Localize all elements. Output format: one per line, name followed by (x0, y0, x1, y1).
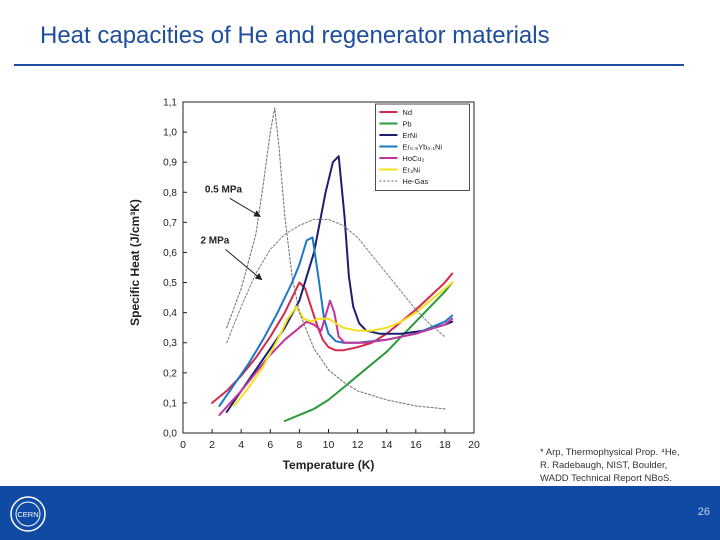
legend-label: Er₀.₉Yb₀.₁Ni (402, 143, 442, 152)
x-tick-label: 2 (209, 439, 215, 451)
legend-label: HoCu₂ (402, 154, 424, 163)
annotation-arrow-0 (229, 197, 261, 217)
x-tick-label: 8 (296, 439, 302, 451)
y-tick-label: 0,2 (163, 368, 177, 379)
series-line-7 (226, 218, 446, 344)
footer-bar: CERN 26 (0, 486, 720, 540)
logo-text: CERN (17, 510, 38, 519)
series-line-4 (218, 299, 454, 416)
y-tick-label: 0,5 (163, 278, 177, 289)
y-tick-label: 0,3 (163, 338, 177, 349)
x-tick-label: 6 (267, 439, 273, 451)
y-axis-label: Specific Heat (J/cm³K) (128, 199, 142, 326)
footnote-line-2: R. Radebaugh, NIST, Boulder, (540, 460, 668, 471)
x-tick-label: 12 (352, 439, 364, 451)
x-tick-label: 18 (439, 439, 451, 451)
slide-title: Heat capacities of He and regenerator ma… (40, 22, 550, 49)
cern-logo-icon: CERN (10, 496, 46, 532)
x-tick-label: 10 (323, 439, 335, 451)
x-tick-label: 14 (381, 439, 393, 451)
y-tick-label: 1,1 (163, 98, 177, 109)
footnote-line-3: WADD Technical Report NBoS. (540, 473, 672, 484)
y-tick-label: 0,4 (163, 308, 177, 319)
title-underline (14, 64, 684, 66)
annotation-label-0: 0.5 MPa (205, 184, 243, 195)
series-line-6 (226, 107, 446, 410)
y-tick-label: 0,7 (163, 218, 177, 229)
y-tick-label: 0,0 (163, 429, 177, 440)
legend-label: Pb (402, 120, 411, 129)
x-axis-label: Temperature (K) (283, 458, 375, 472)
x-tick-label: 4 (238, 439, 244, 451)
y-tick-label: 1,0 (163, 128, 177, 139)
legend-label: Nd (402, 108, 412, 117)
y-tick-label: 0,6 (163, 248, 177, 259)
legend-label: Er₃Ni (402, 166, 420, 175)
x-tick-label: 0 (180, 439, 186, 451)
specific-heat-chart: 0 2 4 6 8 10 12 14 16 18 20 0,0 0,1 0,2 0,3 0,4 0,5 0,6 0,… (128, 98, 480, 473)
series-line-1 (283, 281, 454, 422)
series-line-5 (232, 281, 454, 407)
y-tick-label: 0,9 (163, 158, 177, 169)
page-number: 26 (697, 506, 710, 518)
footnote-line-1: * Arp, Thermophysical Prop. ⁴He, (540, 447, 680, 458)
series-line-2 (225, 155, 454, 413)
x-tick-label: 16 (410, 439, 422, 451)
legend-label: ErNi (402, 131, 417, 140)
annotation-arrow-1 (225, 249, 263, 281)
y-tick-label: 0,8 (163, 188, 177, 199)
citation-footnote: * Arp, Thermophysical Prop. ⁴He, R. Rade… (540, 446, 712, 485)
y-tick-label: 0,1 (163, 398, 177, 409)
annotation-label-1: 2 MPa (200, 235, 229, 246)
legend-label: He-Gas (402, 177, 428, 186)
x-tick-label: 20 (468, 439, 480, 451)
